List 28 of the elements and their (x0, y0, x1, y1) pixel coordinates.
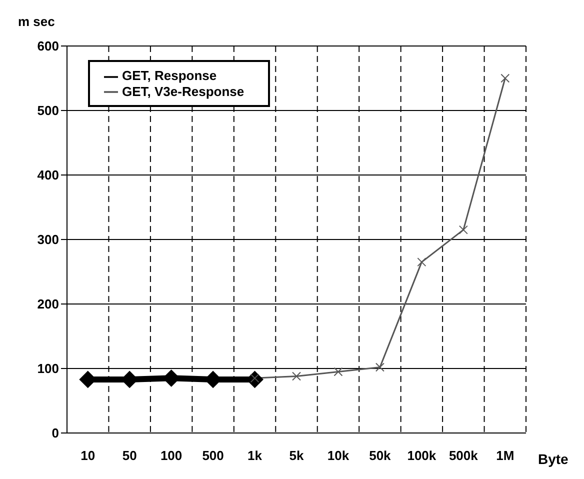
x-tick-label: 500k (448, 448, 479, 464)
x-tick-label: 10k (327, 448, 350, 464)
y-tick-label: 300 (37, 232, 59, 248)
y-tick-label: 0 (52, 426, 59, 441)
x-tick-label: 50 (122, 448, 137, 464)
y-tick-label: 100 (37, 361, 59, 376)
y-tick-label: 500 (37, 103, 59, 118)
y-tick-label: 400 (37, 168, 59, 183)
x-tick-label: 5k (289, 448, 304, 464)
point (334, 367, 343, 376)
legend-label: GET, V3e-Response (122, 84, 244, 99)
point (458, 225, 468, 234)
point (292, 372, 301, 381)
y-tick-label: 600 (37, 38, 59, 54)
x-tick-label: 500 (202, 448, 224, 464)
x-tick-label: 100 (160, 448, 182, 464)
x-tick-label: 1M (496, 448, 514, 464)
point (500, 74, 510, 83)
legend-label: GET, Response (122, 68, 217, 83)
y-tick-label: 200 (37, 296, 59, 312)
x-tick-label: 100k (407, 448, 437, 464)
point (417, 258, 426, 267)
x-tick-label: 50k (369, 448, 392, 464)
x-axis-title: Byte (538, 451, 569, 467)
y-axis-title: m sec (18, 14, 55, 29)
point (375, 362, 384, 372)
x-tick-label: 10 (80, 448, 96, 464)
x-tick-label: 1k (248, 448, 263, 464)
